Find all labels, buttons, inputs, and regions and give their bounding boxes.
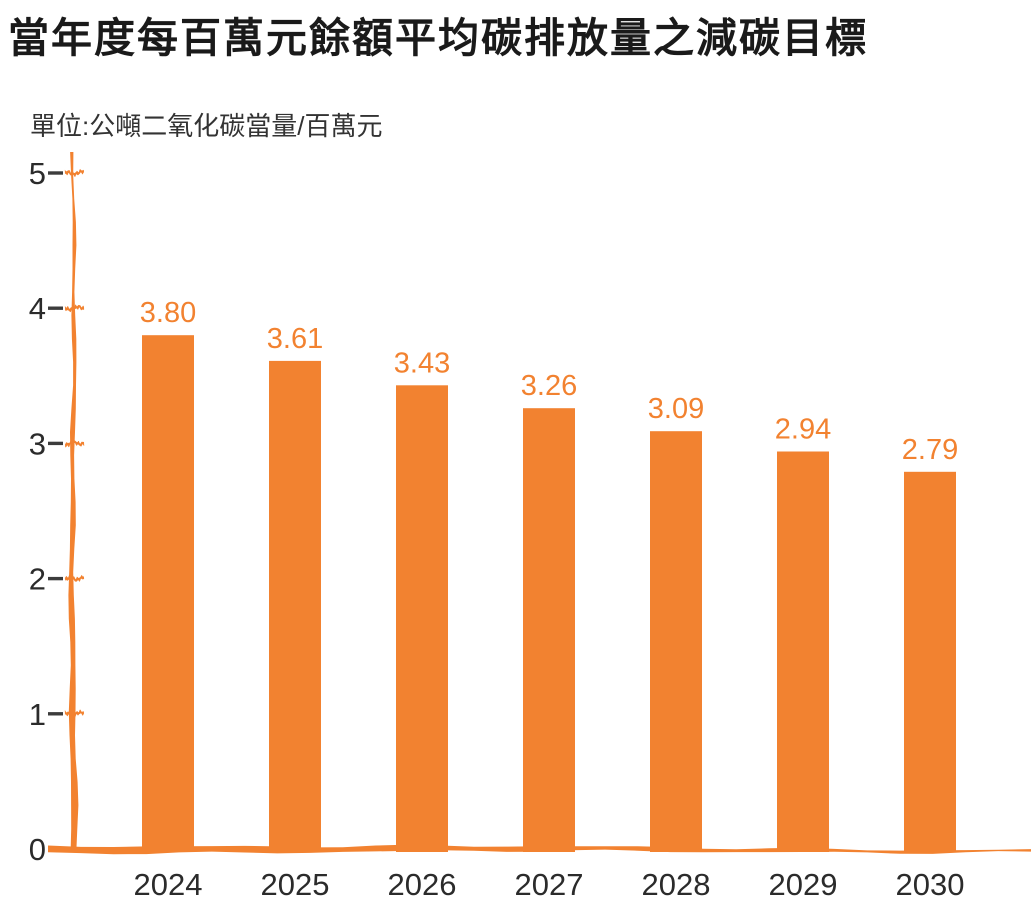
bar-2028 xyxy=(650,431,702,852)
bar-value-label-2025: 3.61 xyxy=(267,323,323,355)
x-tick-label-2024: 2024 xyxy=(134,867,203,902)
y-tick-label-0: 0 xyxy=(29,832,46,867)
bar-2025 xyxy=(269,360,321,852)
bar-value-label-2029: 2.94 xyxy=(775,414,831,446)
bar-value-label-2030: 2.79 xyxy=(902,434,958,466)
bar-2027 xyxy=(523,408,575,852)
bar-value-label-2028: 3.09 xyxy=(648,393,704,425)
x-axis-line xyxy=(48,844,1031,855)
bar-value-label-2026: 3.43 xyxy=(394,347,450,379)
y-tick-label-3: 3 xyxy=(29,426,46,461)
bar-2029 xyxy=(777,451,829,852)
x-tick-label-2027: 2027 xyxy=(515,867,584,902)
bar-value-label-2027: 3.26 xyxy=(521,370,577,402)
bar-2024 xyxy=(142,335,194,852)
bar-value-label-2024: 3.80 xyxy=(140,297,196,329)
x-tick-label-2029: 2029 xyxy=(769,867,838,902)
y-tick-5 xyxy=(64,169,84,177)
y-tick-label-5: 5 xyxy=(29,156,46,191)
y-tick-3 xyxy=(65,439,85,448)
bar-2026 xyxy=(396,385,448,852)
x-tick-label-2026: 2026 xyxy=(388,867,457,902)
x-tick-label-2025: 2025 xyxy=(261,867,330,902)
unit-label: 單位:公噸二氧化碳當量/百萬元 xyxy=(30,111,383,141)
y-tick-label-4: 4 xyxy=(29,291,46,326)
chart-title: 當年度每百萬元餘額平均碳排放量之減碳目標 xyxy=(8,15,868,61)
x-tick-label-2030: 2030 xyxy=(896,867,965,902)
bar-2030 xyxy=(904,471,956,852)
x-tick-label-2028: 2028 xyxy=(642,867,711,902)
y-tick-label-2: 2 xyxy=(29,562,46,597)
y-tick-2 xyxy=(64,574,85,582)
y-axis-line xyxy=(68,152,79,852)
y-tick-label-1: 1 xyxy=(29,697,46,732)
